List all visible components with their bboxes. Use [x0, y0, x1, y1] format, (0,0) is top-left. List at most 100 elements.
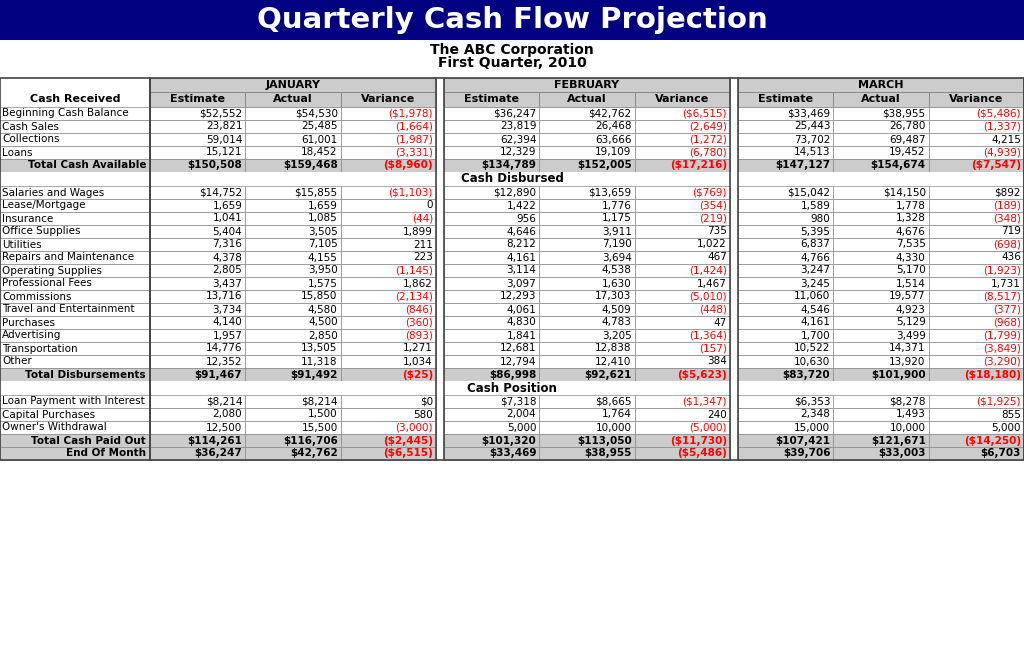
- Bar: [834, 277, 929, 290]
- Text: 1,328: 1,328: [896, 213, 926, 224]
- Text: (360): (360): [406, 317, 433, 328]
- Bar: [540, 408, 635, 421]
- Bar: [834, 159, 929, 172]
- Text: 15,500: 15,500: [301, 422, 338, 432]
- Bar: [635, 212, 730, 225]
- Bar: [540, 92, 635, 107]
- Text: $6,703: $6,703: [981, 448, 1021, 458]
- Bar: [929, 277, 1024, 290]
- Text: (1,987): (1,987): [395, 135, 433, 144]
- Text: (698): (698): [993, 239, 1021, 250]
- Text: 3,205: 3,205: [602, 330, 632, 341]
- Bar: [246, 329, 341, 342]
- Text: Operating Supplies: Operating Supplies: [2, 265, 102, 276]
- Text: 1,034: 1,034: [403, 356, 433, 367]
- Bar: [738, 421, 834, 434]
- Text: (3,331): (3,331): [395, 148, 433, 157]
- Bar: [150, 92, 246, 107]
- Text: 1,778: 1,778: [896, 200, 926, 211]
- Text: 10,000: 10,000: [596, 422, 632, 432]
- Text: Variance: Variance: [949, 94, 1004, 105]
- Text: 5,404: 5,404: [213, 226, 243, 237]
- Bar: [540, 434, 635, 447]
- Text: ($17,216): ($17,216): [670, 161, 727, 170]
- Bar: [635, 368, 730, 381]
- Text: Insurance: Insurance: [2, 213, 53, 224]
- Text: 1,500: 1,500: [308, 410, 338, 419]
- Bar: [540, 329, 635, 342]
- Bar: [150, 447, 246, 460]
- Text: 7,535: 7,535: [896, 239, 926, 250]
- Text: JANUARY: JANUARY: [265, 80, 321, 90]
- Bar: [834, 225, 929, 238]
- Bar: [635, 355, 730, 368]
- Bar: [0, 120, 150, 133]
- Bar: [444, 421, 540, 434]
- Bar: [341, 434, 436, 447]
- Bar: [635, 133, 730, 146]
- Text: $121,671: $121,671: [870, 436, 926, 445]
- Text: 1,041: 1,041: [213, 213, 243, 224]
- Text: 19,109: 19,109: [595, 148, 632, 157]
- Text: 4,538: 4,538: [602, 265, 632, 276]
- Bar: [341, 408, 436, 421]
- Bar: [738, 78, 1024, 92]
- Bar: [0, 225, 150, 238]
- Bar: [738, 395, 834, 408]
- Bar: [738, 199, 834, 212]
- Bar: [738, 186, 834, 199]
- Bar: [444, 120, 540, 133]
- Text: Travel and Entertainment: Travel and Entertainment: [2, 304, 134, 315]
- Bar: [0, 434, 150, 447]
- Text: $0: $0: [420, 396, 433, 406]
- Text: (1,145): (1,145): [395, 265, 433, 276]
- Text: ($5,623): ($5,623): [677, 369, 727, 380]
- Text: (968): (968): [993, 317, 1021, 328]
- Text: $892: $892: [994, 187, 1021, 198]
- Text: 4,061: 4,061: [507, 304, 537, 315]
- Text: 580: 580: [414, 410, 433, 419]
- Text: 2,004: 2,004: [507, 410, 537, 419]
- Text: 4,580: 4,580: [308, 304, 338, 315]
- Text: ($1,978): ($1,978): [388, 109, 433, 118]
- Text: ($5,486): ($5,486): [677, 448, 727, 458]
- Text: (44): (44): [412, 213, 433, 224]
- Bar: [635, 408, 730, 421]
- Bar: [246, 395, 341, 408]
- Bar: [929, 290, 1024, 303]
- Bar: [834, 447, 929, 460]
- Text: 735: 735: [708, 226, 727, 237]
- Bar: [246, 290, 341, 303]
- Text: ($2,445): ($2,445): [383, 436, 433, 445]
- Bar: [0, 78, 1024, 460]
- Text: 1,022: 1,022: [697, 239, 727, 250]
- Bar: [929, 159, 1024, 172]
- Bar: [341, 421, 436, 434]
- Text: Estimate: Estimate: [758, 94, 813, 105]
- Text: 13,505: 13,505: [301, 343, 338, 354]
- Bar: [929, 146, 1024, 159]
- Text: Collections: Collections: [2, 135, 59, 144]
- Text: Cash Received: Cash Received: [30, 94, 120, 105]
- Bar: [246, 264, 341, 277]
- Bar: [540, 133, 635, 146]
- Bar: [0, 238, 150, 251]
- Bar: [834, 421, 929, 434]
- Bar: [341, 133, 436, 146]
- Bar: [738, 107, 834, 120]
- Text: 1,514: 1,514: [896, 278, 926, 289]
- Text: $14,752: $14,752: [200, 187, 243, 198]
- Text: 11,060: 11,060: [794, 291, 830, 302]
- Text: 4,140: 4,140: [213, 317, 243, 328]
- Text: (219): (219): [699, 213, 727, 224]
- Text: Cash Position: Cash Position: [467, 382, 557, 395]
- Bar: [540, 447, 635, 460]
- Bar: [150, 421, 246, 434]
- Text: 223: 223: [413, 252, 433, 263]
- Text: $36,247: $36,247: [494, 109, 537, 118]
- Text: 23,821: 23,821: [206, 122, 243, 131]
- Text: 12,352: 12,352: [206, 356, 243, 367]
- Text: 14,513: 14,513: [794, 148, 830, 157]
- Text: $8,665: $8,665: [595, 396, 632, 406]
- Bar: [246, 92, 341, 107]
